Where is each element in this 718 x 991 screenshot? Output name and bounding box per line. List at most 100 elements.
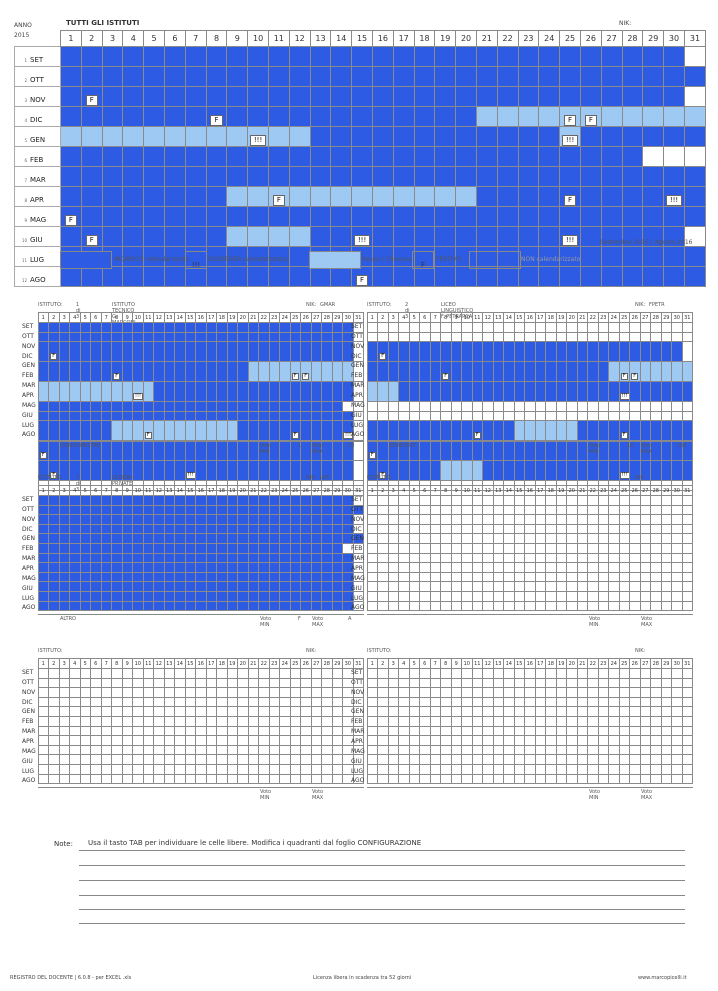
day-cell[interactable] bbox=[205, 361, 217, 383]
day-cell[interactable] bbox=[184, 533, 196, 544]
day-cell[interactable] bbox=[576, 381, 588, 403]
day-cell[interactable] bbox=[60, 186, 82, 207]
day-cell[interactable] bbox=[237, 581, 249, 592]
day-cell[interactable] bbox=[132, 440, 144, 462]
day-cell[interactable] bbox=[195, 696, 207, 708]
day-cell[interactable] bbox=[455, 86, 477, 107]
day-cell[interactable] bbox=[310, 677, 322, 689]
day-cell[interactable] bbox=[377, 440, 389, 462]
day-cell[interactable] bbox=[534, 361, 546, 383]
day-cell[interactable] bbox=[650, 735, 662, 746]
day-cell[interactable] bbox=[184, 552, 196, 564]
day-cell[interactable] bbox=[621, 146, 644, 167]
day-cell[interactable] bbox=[576, 668, 588, 679]
day-cell[interactable] bbox=[629, 552, 641, 564]
day-cell[interactable] bbox=[366, 322, 378, 333]
day-cell[interactable] bbox=[471, 735, 483, 746]
day-cell[interactable] bbox=[429, 706, 441, 717]
day-cell[interactable] bbox=[352, 460, 364, 482]
day-cell[interactable] bbox=[608, 460, 620, 482]
day-cell[interactable] bbox=[309, 166, 332, 187]
day-cell[interactable] bbox=[111, 533, 123, 544]
day-cell[interactable] bbox=[496, 66, 519, 87]
day-cell[interactable] bbox=[80, 146, 103, 167]
day-cell[interactable] bbox=[366, 514, 378, 525]
day-cell[interactable] bbox=[247, 706, 259, 717]
day-cell[interactable] bbox=[534, 552, 546, 564]
day-cell[interactable] bbox=[289, 533, 301, 544]
day-cell[interactable] bbox=[205, 687, 217, 698]
day-cell[interactable] bbox=[321, 341, 333, 363]
day-cell[interactable] bbox=[618, 735, 630, 746]
day-cell[interactable] bbox=[58, 514, 70, 525]
day-cell[interactable] bbox=[321, 754, 333, 765]
day-cell[interactable] bbox=[142, 744, 154, 756]
day-cell[interactable] bbox=[330, 126, 353, 147]
day-cell[interactable] bbox=[492, 696, 504, 708]
day-cell[interactable] bbox=[524, 725, 536, 737]
day-cell[interactable] bbox=[492, 725, 504, 737]
day-cell[interactable] bbox=[650, 420, 662, 442]
day-cell[interactable] bbox=[660, 744, 672, 756]
day-cell[interactable] bbox=[629, 744, 641, 756]
day-cell[interactable] bbox=[226, 266, 249, 287]
day-cell[interactable] bbox=[555, 552, 567, 564]
day-cell[interactable] bbox=[429, 420, 441, 442]
day-cell[interactable] bbox=[524, 381, 536, 403]
day-cell[interactable] bbox=[90, 322, 102, 333]
day-cell[interactable] bbox=[48, 715, 60, 727]
day-cell[interactable] bbox=[660, 696, 672, 708]
day-cell[interactable] bbox=[377, 410, 389, 422]
day-cell[interactable] bbox=[639, 401, 651, 412]
day-cell[interactable] bbox=[331, 773, 343, 785]
day-cell[interactable] bbox=[142, 410, 154, 422]
day-cell[interactable]: F bbox=[366, 440, 378, 462]
day-cell[interactable] bbox=[482, 460, 494, 482]
day-cell[interactable] bbox=[205, 266, 228, 287]
day-cell[interactable] bbox=[503, 687, 515, 698]
day-cell[interactable] bbox=[258, 495, 270, 506]
day-cell[interactable] bbox=[163, 361, 175, 383]
day-cell[interactable] bbox=[492, 514, 504, 525]
day-cell[interactable]: F bbox=[300, 361, 312, 383]
day-cell[interactable] bbox=[660, 542, 672, 554]
day-cell[interactable] bbox=[429, 696, 441, 708]
day-cell[interactable] bbox=[492, 361, 504, 383]
day-cell[interactable] bbox=[534, 562, 546, 573]
day-cell[interactable] bbox=[79, 715, 91, 727]
day-cell[interactable] bbox=[642, 106, 665, 127]
day-cell[interactable] bbox=[450, 440, 462, 462]
day-cell[interactable] bbox=[639, 600, 651, 612]
day-cell[interactable] bbox=[258, 571, 270, 583]
day-cell[interactable] bbox=[258, 410, 270, 422]
day-cell[interactable] bbox=[132, 542, 144, 554]
day-cell[interactable] bbox=[450, 754, 462, 765]
day-cell[interactable] bbox=[330, 226, 353, 247]
day-cell[interactable] bbox=[597, 773, 609, 785]
day-cell[interactable] bbox=[258, 401, 270, 412]
day-cell[interactable] bbox=[69, 322, 81, 333]
day-cell[interactable] bbox=[174, 773, 186, 785]
day-cell[interactable] bbox=[164, 186, 186, 207]
day-cell[interactable] bbox=[534, 420, 546, 442]
day-cell[interactable] bbox=[321, 401, 333, 412]
day-cell[interactable] bbox=[461, 590, 473, 602]
day-cell[interactable] bbox=[650, 725, 662, 737]
day-cell[interactable] bbox=[534, 581, 546, 592]
day-cell[interactable] bbox=[371, 226, 394, 247]
day-cell[interactable] bbox=[492, 600, 504, 612]
day-cell[interactable] bbox=[184, 322, 196, 333]
day-cell[interactable] bbox=[392, 246, 415, 267]
day-cell[interactable] bbox=[132, 514, 144, 525]
day-cell[interactable] bbox=[642, 66, 665, 87]
day-cell[interactable] bbox=[681, 571, 693, 583]
day-cell[interactable] bbox=[268, 590, 280, 602]
day-cell[interactable] bbox=[650, 677, 662, 689]
day-cell[interactable] bbox=[471, 706, 483, 717]
day-cell[interactable] bbox=[377, 542, 389, 554]
day-cell[interactable] bbox=[289, 401, 301, 412]
day-cell[interactable] bbox=[289, 677, 301, 689]
day-cell[interactable] bbox=[608, 696, 620, 708]
day-cell[interactable] bbox=[429, 754, 441, 765]
day-cell[interactable] bbox=[216, 381, 228, 403]
